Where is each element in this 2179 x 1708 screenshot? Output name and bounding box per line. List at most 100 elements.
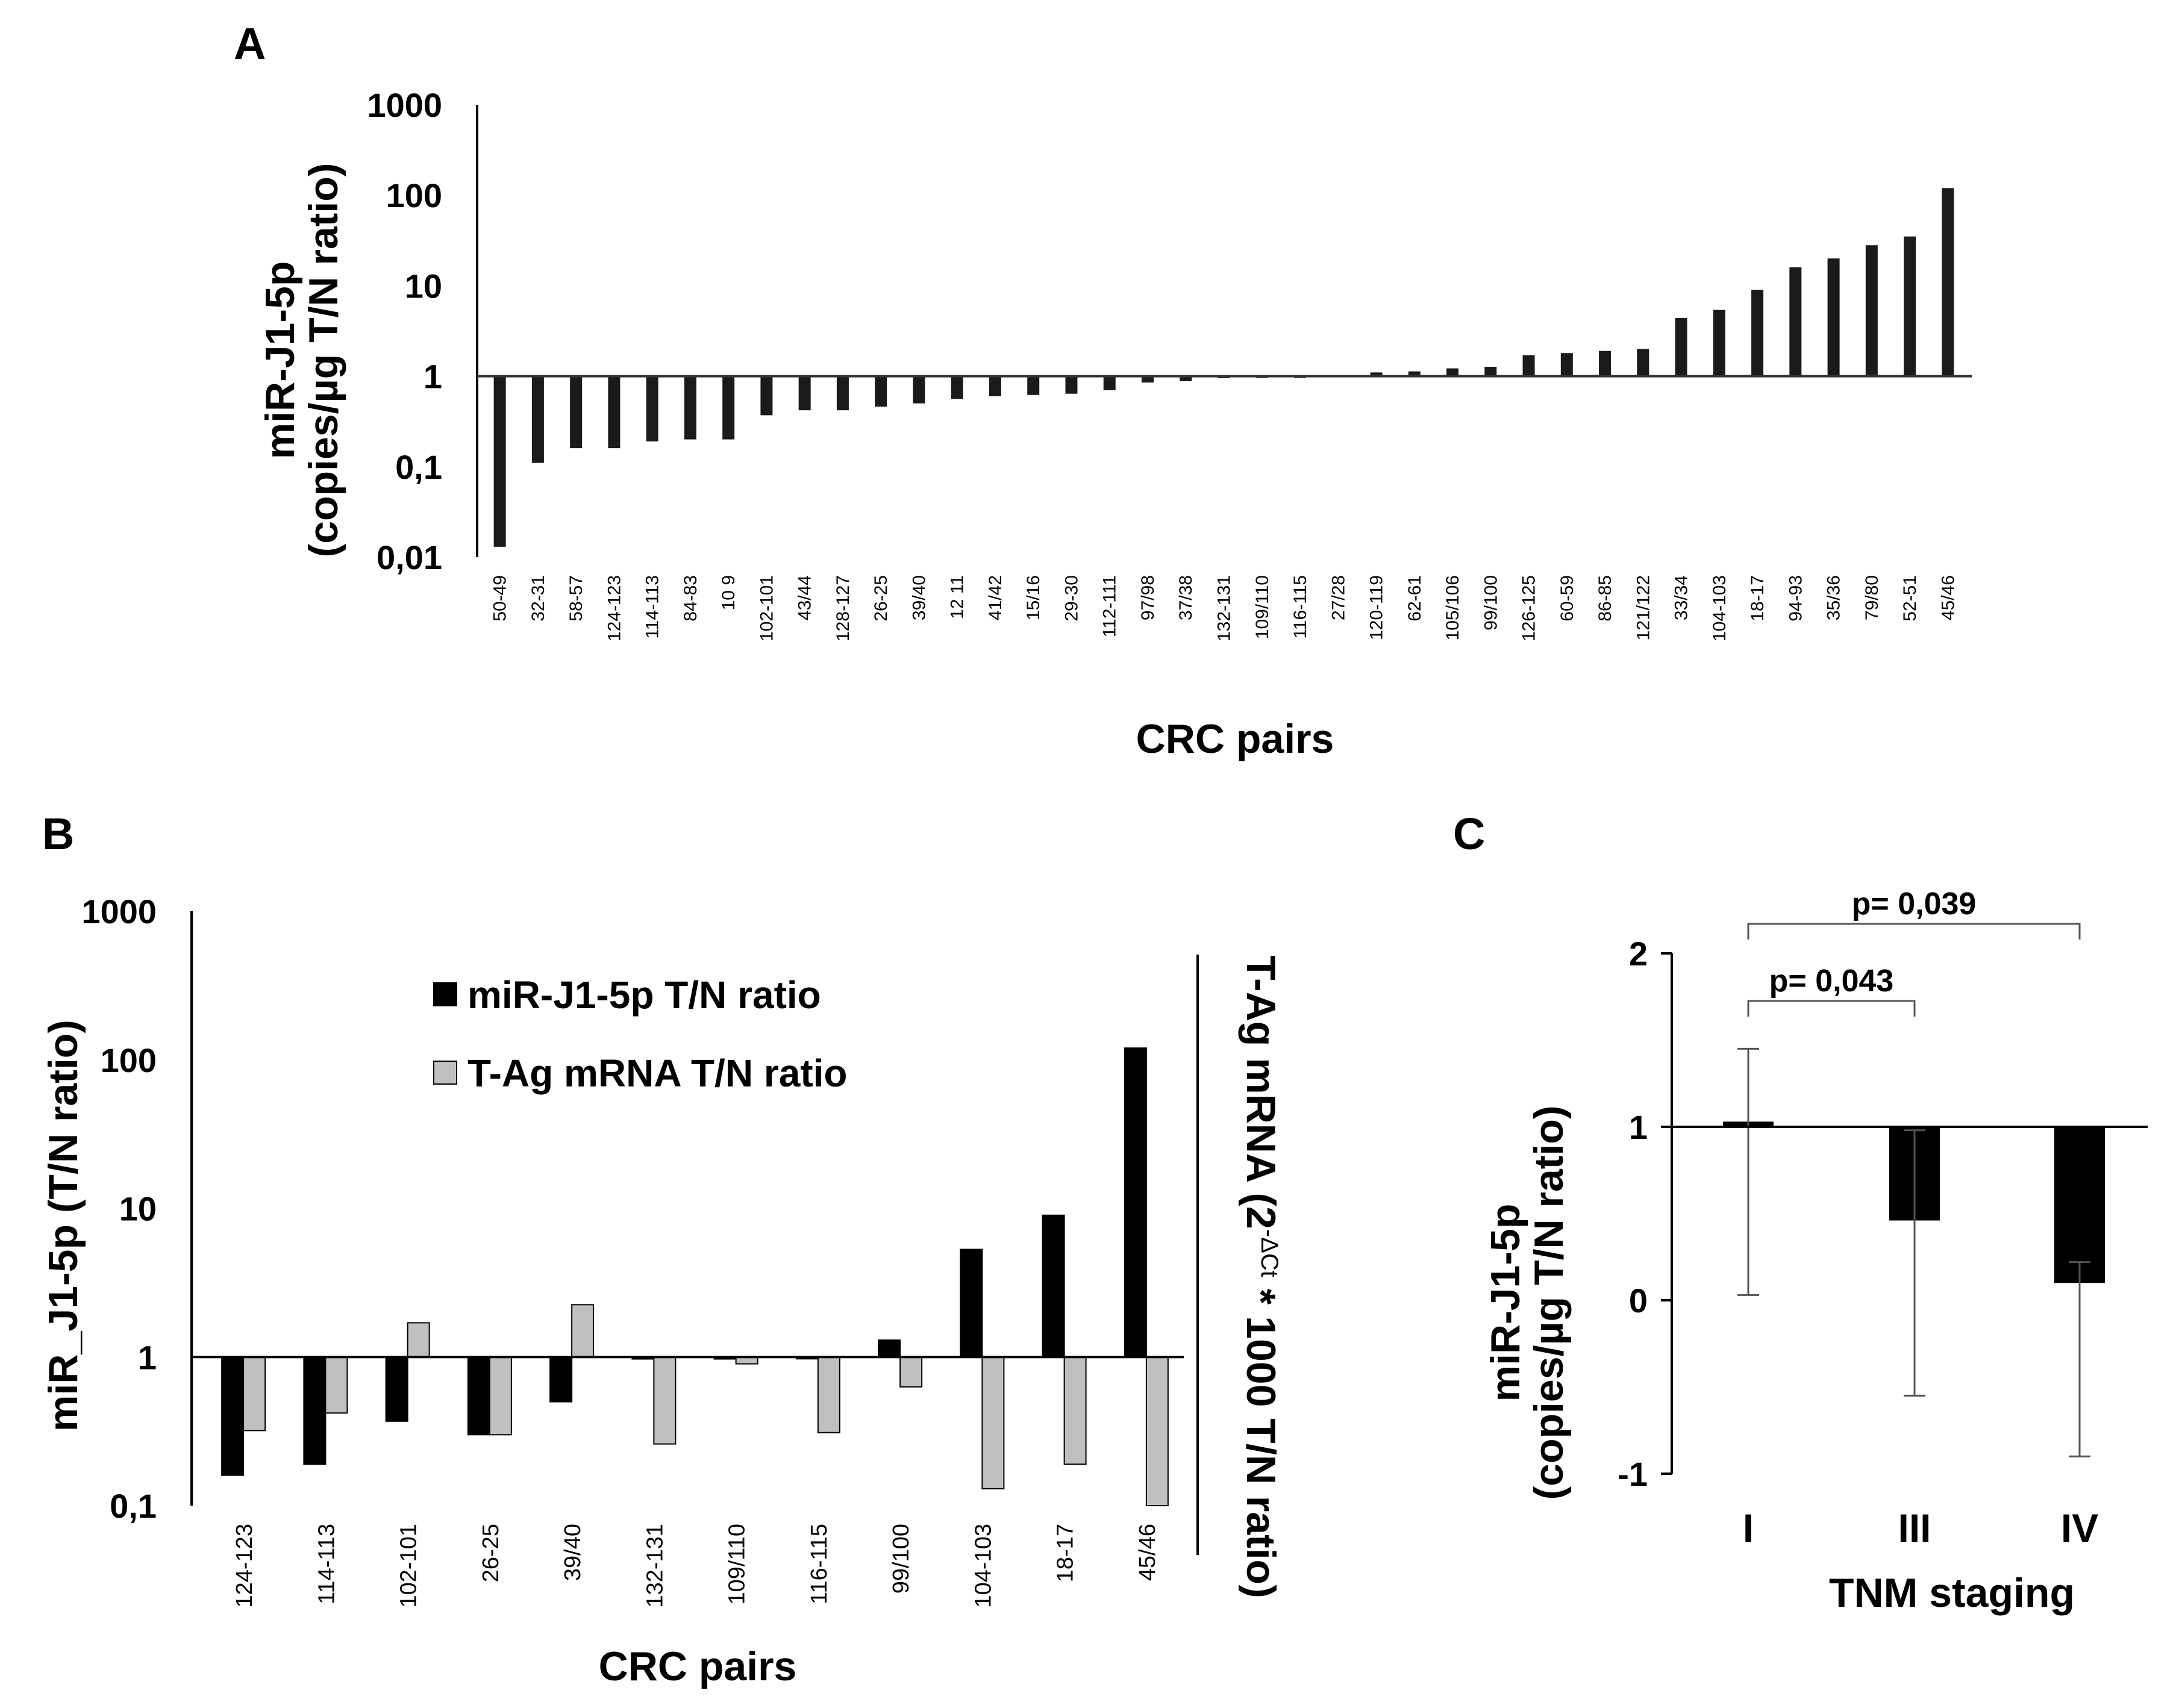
panel-b-bar-tag: [407, 1322, 430, 1358]
panel-b-xtick: 99/100: [889, 1524, 914, 1594]
panel-a-ytick: 0,1: [395, 448, 442, 486]
panel-a-xtick: 126-125: [1519, 575, 1539, 641]
panel-b-ylabel-right-sup: -ΔCt: [1256, 1229, 1283, 1277]
panel-b-bar-mir: [467, 1356, 490, 1436]
panel-a-bar: [531, 376, 544, 463]
panel-b-bar-mir: [1042, 1214, 1065, 1358]
panel-a-xtick: 102-101: [757, 575, 777, 641]
panel-a-ytick: 1000: [367, 86, 442, 124]
panel-a-bar: [1675, 317, 1687, 376]
panel-a-bar: [722, 376, 735, 440]
panel-c-xlabel: TNM staging: [1829, 1570, 2075, 1616]
panel-a-xtick: 29-30: [1061, 575, 1081, 622]
panel-c-ytick: 1: [1629, 1108, 1648, 1146]
panel-letter-c: C: [1453, 809, 1485, 859]
panel-a-plot: 1000 100 10 1 0,1 0,01 50-49 32-31 58-57 124-123 1…: [367, 86, 1972, 641]
panel-a-bar: [1027, 376, 1040, 395]
panel-b-bar-tag: [981, 1356, 1005, 1489]
panel-a-xtick: 32-31: [528, 575, 548, 622]
panel-b-bar-mir: [878, 1339, 901, 1358]
panel-a-xtick: 35/36: [1824, 575, 1844, 620]
panel-b-xtick: 124-123: [232, 1524, 257, 1607]
panel-a-xtick: 58-57: [566, 575, 586, 622]
panel-b-ytick: 1: [138, 1338, 157, 1376]
panel-c-bar: [2054, 1127, 2105, 1283]
panel-b-ylabel-right: T-Ag mRNA (2-ΔCt * 1000 T/N ratio): [1238, 955, 1284, 1598]
panel-a-bar: [608, 376, 621, 449]
panel-a-xtick: 114-113: [643, 575, 663, 639]
panel-a-xtick: 10 9: [719, 575, 739, 610]
panel-a-xtick: 62-61: [1405, 575, 1425, 622]
panel-a-xtick: 109/110: [1252, 575, 1272, 639]
panel-c-pvalue: p= 0,043: [1769, 964, 1894, 999]
legend-label-tag: T-Ag mRNA T/N ratio: [467, 1052, 848, 1095]
panel-b-bar-mir: [221, 1356, 245, 1476]
panel-b-bar-tag: [243, 1356, 266, 1432]
panel-b-xtick: 114-113: [314, 1524, 339, 1604]
panel-a-xtick: 27/28: [1328, 575, 1348, 620]
panel-a-bar: [646, 376, 658, 441]
panel-a-bar: [1370, 372, 1383, 376]
panel-a-bar: [760, 376, 773, 416]
panel-a-bar: [1103, 376, 1116, 390]
panel-b-ylabel: miR_J1-5p (T/N ratio): [40, 1020, 86, 1432]
panel-a-bar: [1484, 367, 1497, 376]
panel-b-bar-tag: [1145, 1356, 1169, 1506]
panel-b-xtick: 102-101: [396, 1524, 422, 1607]
panel-c-ylabel-line2: (copies/µg T/N ratio): [1526, 1106, 1572, 1500]
panel-a-bar: [493, 376, 506, 547]
panel-a-xtick: 121/122: [1633, 575, 1653, 640]
panel-a-xtick: 97/98: [1138, 575, 1158, 620]
panel-a-ytick: 100: [386, 176, 442, 214]
panel-b-xtick: 116-115: [807, 1524, 832, 1604]
panel-b-bar-tag: [571, 1304, 595, 1358]
panel-b-plot: 1000 100 10 1 0,1 124-123 114-113 102-101 26-25 3…: [81, 893, 1199, 1607]
panel-a-xtick: 116-115: [1290, 575, 1310, 639]
panel-b-bar-mir: [385, 1356, 408, 1422]
panel-a-xtick: 26-25: [871, 575, 891, 622]
panel-b-xtick: 109/110: [725, 1524, 750, 1605]
panel-c-xtick: III: [1898, 1506, 1931, 1550]
panel-a-bar: [1408, 371, 1421, 376]
panel-a-bar: [836, 376, 849, 411]
panel-a-bar: [1713, 310, 1725, 376]
panel-a-xtick: 79/80: [1862, 575, 1882, 620]
panel-c-xtick: IV: [2061, 1506, 2098, 1550]
panel-c-bracket: [1747, 923, 2081, 940]
panel-b-xtick: 45/46: [1135, 1524, 1160, 1581]
panel-a-bar: [1446, 368, 1459, 376]
panel-a-xlabel: CRC pairs: [1136, 716, 1334, 762]
panel-b-ytick: 1000: [81, 893, 157, 930]
panel-a-bar: [1141, 376, 1154, 383]
panel-b-bar-tag: [325, 1356, 348, 1414]
panel-a-xtick: 41/42: [986, 575, 1005, 620]
panel-b-ytick: 0,1: [110, 1487, 157, 1525]
panel-c-ytick: -1: [1618, 1455, 1648, 1493]
panel-a-ytick: 10: [405, 267, 442, 305]
panel-a-xtick: 84-83: [681, 575, 701, 622]
panel-b-bar-mir: [1124, 1047, 1147, 1358]
panel-letter-a: A: [234, 19, 266, 69]
panel-b-ylabel-right-suffix: * 1000 T/N ratio): [1238, 1277, 1284, 1598]
panel-a-xtick: 43/44: [795, 575, 815, 620]
panel-a-xtick: 45/46: [1938, 575, 1958, 620]
panel-b-ylabel-right-prefix: T-Ag mRNA (2: [1238, 955, 1284, 1229]
panel-b-xtick: 132-131: [642, 1524, 667, 1607]
panel-a-xtick: 60-59: [1557, 575, 1577, 622]
panel-c-ytick: 0: [1629, 1282, 1648, 1320]
panel-a-bar: [1751, 290, 1764, 376]
panel-a-xtick: 50-49: [490, 575, 510, 622]
panel-a-bar: [684, 376, 696, 440]
panel-a-xtick: 120-119: [1367, 575, 1387, 640]
panel-b-ytick: 100: [101, 1041, 157, 1079]
panel-a-xtick: 104-103: [1710, 575, 1730, 641]
panel-b-bar-tag: [1063, 1356, 1087, 1465]
panel-b-bar-tag: [489, 1356, 512, 1436]
panel-a-xtick: 94-93: [1786, 575, 1805, 622]
panel-c-xtick: I: [1743, 1506, 1754, 1550]
panel-a-xtick: 15/16: [1024, 575, 1043, 620]
panel-a-bar: [1942, 188, 1954, 376]
panel-a-bar: [1180, 376, 1192, 381]
